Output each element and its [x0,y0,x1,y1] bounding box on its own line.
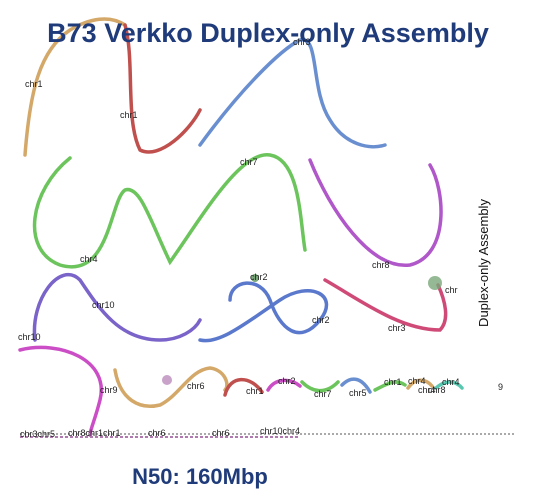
node-label: chr1 [25,79,43,89]
assembly-graph [18,17,515,438]
contig [340,377,372,394]
footer: N50: 160Mbp [132,464,268,489]
node-label: chr10 [92,300,115,310]
node-label: chr2 [312,315,330,325]
node-label: chr1 [246,386,264,396]
node-label: chr9 [100,385,118,395]
node-label: chr4 [80,254,98,264]
contig [323,278,448,332]
tangle [162,375,172,385]
contig [406,378,434,390]
node-label: chr3 [293,37,311,47]
contig [113,366,229,408]
node-labels: chr1chr1chr3chr7chr4chr8chr2chr10chr10ch… [18,37,503,439]
node-label: chr2 [278,376,296,386]
contig [32,153,307,269]
node-label: chr1 [384,377,402,387]
node-label: chr7 [314,389,332,399]
node-label: chr8chr1chr1 [68,428,121,438]
node-label: chr3 [388,323,406,333]
node-label: chr3chr5 [20,429,55,439]
node-label: chr1 [120,110,138,120]
node-label: chr4 [408,376,426,386]
contig [198,38,387,149]
contig [223,377,264,397]
contig [18,345,104,437]
contig [32,272,202,342]
node-label: chr6 [212,428,230,438]
contig [266,378,302,392]
contig [123,23,202,154]
contig [308,158,443,267]
title: B73 Verkko Duplex-only Assembly [47,18,489,48]
node-label: chr8 [428,385,446,395]
node-label: chr5 [349,388,367,398]
contig [198,281,329,343]
node-label: chr8 [372,260,390,270]
contig [434,380,464,390]
side-label: Duplex-only Assembly [476,199,491,327]
node-label: chr10 [18,332,41,342]
tangle [428,276,442,290]
node-label: chr [445,285,458,295]
node-label: chr7 [240,157,258,167]
node-label: chr2 [250,272,268,282]
node-label: 9 [498,382,503,392]
contig [373,380,407,392]
node-label: chr4 [442,377,460,387]
contig [23,17,127,157]
node-label: chr10chr4 [260,426,300,436]
node-label: chr4 [418,385,436,395]
contig [300,380,340,393]
node-label: chr6 [187,381,205,391]
node-label: chr6 [148,428,166,438]
tangle [251,274,259,282]
